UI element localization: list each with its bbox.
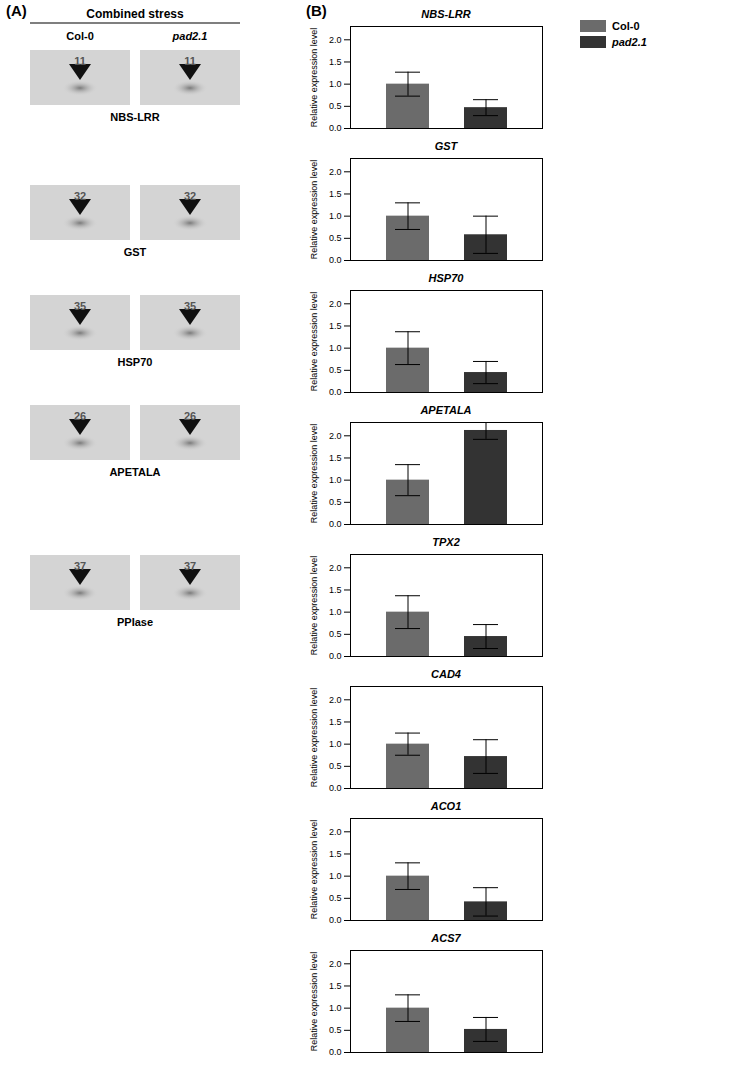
svg-text:Relative expression level: Relative expression level: [309, 820, 319, 920]
svg-text:1.0: 1.0: [329, 1003, 342, 1013]
svg-text:1.0: 1.0: [329, 871, 342, 881]
svg-text:32: 32: [184, 190, 196, 202]
html-text:GST: GST: [434, 140, 458, 152]
svg-text:GST: GST: [124, 246, 147, 258]
svg-text:Relative expression level: Relative expression level: [309, 556, 319, 656]
svg-text:26: 26: [184, 410, 196, 422]
svg-text:0.5: 0.5: [329, 1025, 342, 1035]
svg-text:2.0: 2.0: [329, 35, 342, 45]
html-text:APETALA: APETALA: [420, 404, 472, 416]
svg-text:0.5: 0.5: [329, 365, 342, 375]
html-text:NBS-LRR: NBS-LRR: [421, 8, 471, 20]
svg-text:0.0: 0.0: [329, 123, 342, 133]
svg-text:1.0: 1.0: [329, 211, 342, 221]
html-text:(A): (A): [6, 2, 27, 19]
svg-text:1.5: 1.5: [329, 453, 342, 463]
svg-text:1.5: 1.5: [329, 849, 342, 859]
svg-text:37: 37: [74, 560, 86, 572]
svg-text:1.5: 1.5: [329, 57, 342, 67]
svg-text:1.5: 1.5: [329, 189, 342, 199]
svg-text:0.0: 0.0: [329, 387, 342, 397]
svg-text:37: 37: [184, 560, 196, 572]
svg-text:1.0: 1.0: [329, 343, 342, 353]
svg-text:35: 35: [74, 300, 86, 312]
svg-text:2.0: 2.0: [329, 827, 342, 837]
svg-text:1.0: 1.0: [329, 475, 342, 485]
svg-text:Relative expression level: Relative expression level: [309, 28, 319, 128]
svg-text:0.0: 0.0: [329, 1047, 342, 1057]
html-text:Col-0: Col-0: [612, 20, 640, 32]
html-text:ACO1: ACO1: [430, 800, 462, 812]
svg-text:2.0: 2.0: [329, 563, 342, 573]
svg-text:1.0: 1.0: [329, 739, 342, 749]
svg-text:Relative expression level: Relative expression level: [309, 292, 319, 392]
svg-text:Combined stress: Combined stress: [86, 7, 184, 21]
html-text:ACS7: ACS7: [431, 932, 461, 944]
svg-text:2.0: 2.0: [329, 959, 342, 969]
svg-text:0.0: 0.0: [329, 783, 342, 793]
html-text:pad2.1: pad2.1: [612, 36, 647, 48]
svg-text:1.0: 1.0: [329, 607, 342, 617]
svg-text:32: 32: [74, 190, 86, 202]
svg-text:HSP70: HSP70: [118, 356, 153, 368]
svg-text:Col-0: Col-0: [66, 30, 94, 42]
svg-text:0.0: 0.0: [329, 519, 342, 529]
svg-text:0.5: 0.5: [329, 233, 342, 243]
svg-text:Relative expression level: Relative expression level: [309, 160, 319, 260]
svg-text:26: 26: [74, 410, 86, 422]
svg-text:Relative expression level: Relative expression level: [309, 688, 319, 788]
svg-text:2.0: 2.0: [329, 431, 342, 441]
svg-text:Relative expression level: Relative expression level: [309, 424, 319, 524]
svg-text:1.5: 1.5: [329, 717, 342, 727]
svg-text:1.5: 1.5: [329, 981, 342, 991]
html-text:HSP70: HSP70: [428, 272, 464, 284]
svg-text:0.0: 0.0: [329, 651, 342, 661]
html-text:(B): (B): [306, 2, 327, 19]
svg-text:0.5: 0.5: [329, 893, 342, 903]
svg-text:11: 11: [184, 55, 196, 67]
html-text:TPX2: TPX2: [432, 536, 460, 548]
svg-text:35: 35: [184, 300, 196, 312]
svg-text:1.0: 1.0: [329, 79, 342, 89]
svg-text:0.5: 0.5: [329, 101, 342, 111]
svg-text:0.5: 0.5: [329, 629, 342, 639]
svg-text:0.5: 0.5: [329, 761, 342, 771]
svg-text:0.0: 0.0: [329, 255, 342, 265]
svg-text:11: 11: [74, 55, 86, 67]
svg-text:pad2.1: pad2.1: [172, 30, 208, 42]
svg-text:0.0: 0.0: [329, 915, 342, 925]
svg-text:APETALA: APETALA: [109, 466, 160, 478]
svg-text:0.5: 0.5: [329, 497, 342, 507]
svg-text:1.5: 1.5: [329, 585, 342, 595]
svg-text:Relative expression level: Relative expression level: [309, 952, 319, 1052]
svg-text:1.5: 1.5: [329, 321, 342, 331]
html-text:CAD4: CAD4: [431, 668, 461, 680]
svg-text:2.0: 2.0: [329, 299, 342, 309]
svg-text:PPIase: PPIase: [117, 616, 153, 628]
svg-text:2.0: 2.0: [329, 695, 342, 705]
svg-text:2.0: 2.0: [329, 167, 342, 177]
svg-text:NBS-LRR: NBS-LRR: [110, 111, 160, 123]
